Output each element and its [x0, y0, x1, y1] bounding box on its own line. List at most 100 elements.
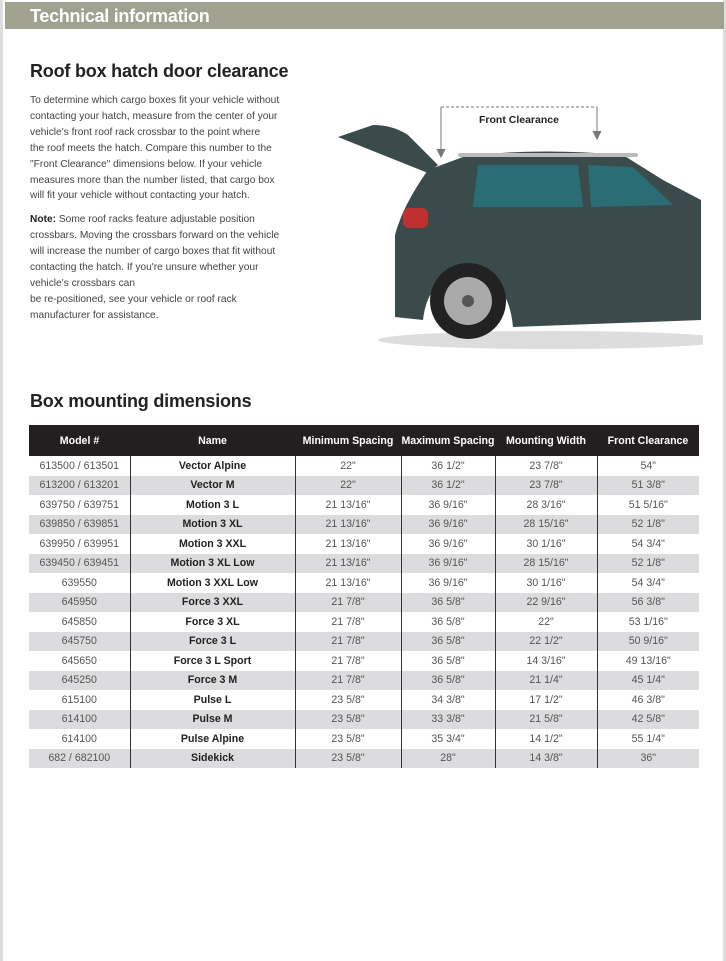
table-row: 645750 Force 3 L 21 7/8" 36 5/8" 22 1/2" 50 9…	[29, 631, 699, 651]
table-cell: 36 9/16"	[400, 573, 495, 593]
table-row: 614100 Pulse M 23 5/8" 33 3/8" 21 5/8" 42 5/8…	[29, 709, 699, 729]
clearance-title: Roof box hatch door clearance	[30, 61, 289, 81]
car-hatch-illustration: Front Clearance	[338, 106, 703, 349]
column-header: Model #	[29, 425, 130, 456]
table-cell: 23 7/8"	[494, 456, 597, 476]
table-cell: 613200 / 613201	[29, 475, 130, 495]
clearance-description: To determine which cargo boxes fit your …	[30, 93, 320, 332]
table-cell: 14 3/8"	[494, 748, 597, 768]
note-line: vehicle's crossbars can	[30, 277, 135, 289]
table-cell: 14 3/16"	[494, 651, 597, 671]
table-cell: 42 5/8"	[596, 709, 699, 729]
table-cell: 36 5/8"	[400, 592, 495, 612]
note-line: crossbars. Moving the crossbars forward …	[30, 230, 280, 242]
column-header: Name	[130, 425, 295, 456]
table-cell: 21 13/16"	[294, 534, 401, 554]
table-cell: 21 7/8"	[294, 592, 401, 612]
table-cell: 22"	[494, 612, 597, 632]
table-cell: 28 15/16"	[494, 514, 597, 534]
table-cell: 53 1/16"	[596, 612, 699, 632]
table-cell: 54 3/4"	[596, 573, 699, 593]
table-cell: 36 1/2"	[400, 475, 495, 495]
dimensions-table: Model # Name Minimum Spacing Maximum Spacin…	[29, 425, 699, 768]
note-text: Some roof racks feature adjustable posit…	[56, 214, 255, 226]
table-cell: 52 1/8"	[596, 514, 699, 534]
table-cell: 22 9/16"	[494, 592, 597, 612]
table-cell: 36 5/8"	[400, 651, 495, 671]
table-cell: 35 3/4"	[400, 729, 495, 749]
table-cell: 36 9/16"	[400, 534, 495, 554]
table-cell: 23 7/8"	[494, 475, 597, 495]
table-cell: 45 1/4"	[596, 670, 699, 690]
table-cell: 23 5/8"	[294, 709, 401, 729]
table-cell: 51 5/16"	[596, 495, 699, 515]
table-row: 645250 Force 3 M 21 7/8" 36 5/8" 21 1/4" 45 1…	[29, 670, 699, 690]
table-cell: 36 9/16"	[400, 553, 495, 573]
table-cell: Pulse L	[129, 690, 295, 710]
table-cell: 613500 / 613501	[39, 459, 120, 472]
table-cell: 46 3/8"	[596, 690, 699, 710]
roof-rack	[458, 153, 638, 157]
table-cell: 21 7/8"	[294, 670, 401, 690]
paragraph-line: vehicle's front roof rack crossbar to th…	[30, 126, 261, 138]
paragraph-line: the roof meets the hatch. Compare this n…	[30, 142, 272, 154]
table-cell: 21 5/8"	[494, 709, 597, 729]
table-cell: 36 9/16"	[400, 495, 495, 515]
paragraph-line: "Front Clearance" dimensions below. If y…	[30, 158, 263, 170]
table-cell: Sidekick	[129, 748, 295, 768]
table-cell: 22"	[294, 475, 401, 495]
table-cell: 21 7/8"	[294, 651, 401, 671]
table-cell: 645650	[61, 654, 97, 667]
tail-light	[403, 208, 428, 228]
table-cell: 21 1/4"	[494, 670, 597, 690]
table-row: 639550 Motion 3 XXL Low 21 13/16" 36 9/16" 3…	[29, 573, 699, 593]
table-cell: 639550	[61, 576, 97, 589]
table-cell: 645750	[29, 631, 130, 651]
table-row: 639950 / 639951 Motion 3 XXL 21 13/16" 36 9…	[29, 534, 699, 554]
table-cell: 23 5/8"	[294, 748, 401, 768]
table-cell: Pulse M	[129, 709, 295, 729]
table-cell: 36 1/2"	[400, 456, 495, 476]
table-cell: 36 9/16"	[400, 514, 495, 534]
table-cell: 50 9/16"	[596, 631, 699, 651]
table-cell: Motion 3 XL Low	[129, 553, 295, 573]
table-cell: 22 1/2"	[494, 631, 597, 651]
table-row: 682 / 682100 Sidekick 23 5/8" 28" 14 3/8" 36"	[29, 748, 699, 768]
table-cell: Vector Alpine	[129, 456, 295, 476]
table-cell: 28 3/16"	[494, 495, 597, 515]
note-line: will increase the number of cargo boxes …	[30, 246, 276, 258]
table-cell: Motion 3 XL	[129, 514, 295, 534]
table-cell: Pulse Alpine	[129, 729, 295, 749]
paragraph-line: will fit your vehicle without contacting…	[30, 190, 250, 202]
table-cell: 639950 / 639951	[39, 537, 120, 550]
column-header: Mounting Width	[495, 425, 597, 456]
table-cell: 645950	[29, 592, 130, 612]
note-paragraph: Note: Some roof racks feature adjustable…	[30, 212, 320, 323]
table-cell: Force 3 L Sport	[129, 651, 295, 671]
table-cell: 639450 / 639451	[29, 553, 130, 573]
table-cell: Motion 3 L	[129, 495, 295, 515]
table-cell: 639850 / 639851	[29, 514, 130, 534]
table-cell: Force 3 M	[129, 670, 295, 690]
table-cell: 21 13/16"	[294, 514, 401, 534]
paragraph-line: To determine which cargo boxes fit your …	[30, 95, 280, 106]
paragraph-line: measures more than the number listed, th…	[30, 174, 275, 186]
table-row: 613500 / 613501 Vector Alpine 22" 36 1/2" 23…	[29, 456, 699, 476]
note-line: contacting the hatch. If you're unsure w…	[30, 262, 259, 274]
open-hatch	[338, 125, 438, 173]
table-cell: 36 5/8"	[400, 631, 495, 651]
column-header: Minimum Spacing	[295, 425, 401, 456]
table-cell: 34 3/8"	[400, 690, 495, 710]
table-cell: Force 3 XXL	[129, 592, 295, 612]
section-header: Technical information	[5, 2, 724, 29]
note-line: Note: Some roof racks feature adjustable…	[30, 212, 320, 228]
table-cell: 14 1/2"	[494, 729, 597, 749]
table-row: 639850 / 639851 Motion 3 XL 21 13/16" 36 9/…	[29, 514, 699, 534]
table-row: 645950 Force 3 XXL 21 7/8" 36 5/8" 22 9/16" 5…	[29, 592, 699, 612]
table-row: 645650 Force 3 L Sport 21 7/8" 36 5/8" 14 3/…	[29, 651, 699, 671]
table-cell: 645850	[61, 615, 97, 628]
table-cell: Force 3 XL	[129, 612, 295, 632]
car-windows	[473, 165, 673, 207]
table-cell: 56 3/8"	[596, 592, 699, 612]
table-row: 613200 / 613201 Vector M 22" 36 1/2" 23 7/8"…	[29, 475, 699, 495]
